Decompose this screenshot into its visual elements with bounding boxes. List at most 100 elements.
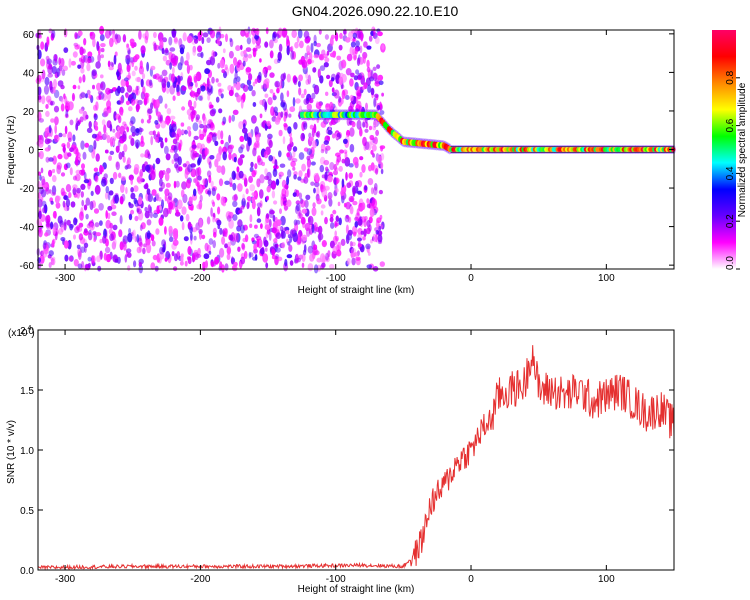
noise-blob bbox=[187, 246, 192, 255]
noise-blob bbox=[328, 198, 333, 207]
noise-blob bbox=[208, 250, 212, 255]
noise-blob bbox=[287, 169, 292, 178]
noise-blob bbox=[280, 111, 284, 118]
noise-blob bbox=[320, 204, 326, 209]
noise-blob bbox=[346, 53, 353, 62]
noise-blob bbox=[45, 104, 49, 109]
noise-blob bbox=[269, 72, 275, 78]
colorbar: 0.0 0.2 0.4 0.6 0.8 bbox=[712, 30, 740, 270]
noise-blob bbox=[133, 260, 137, 268]
noise-blob bbox=[313, 187, 316, 194]
noise-blob bbox=[59, 63, 63, 74]
noise-blob bbox=[48, 157, 54, 162]
noise-blob bbox=[269, 210, 275, 215]
noise-blob bbox=[331, 119, 334, 125]
noise-blob bbox=[378, 80, 384, 86]
noise-blob bbox=[67, 152, 72, 157]
noise-blob bbox=[171, 30, 177, 38]
noise-blob bbox=[41, 69, 46, 80]
noise-blob bbox=[336, 249, 342, 257]
noise-blob bbox=[303, 122, 308, 130]
noise-blob bbox=[176, 84, 180, 94]
noise-blob bbox=[284, 258, 288, 267]
noise-blob bbox=[273, 38, 278, 44]
noise-blob bbox=[127, 232, 133, 243]
noise-blob bbox=[135, 128, 140, 134]
spectrogram-axes: -300 -200 -100 0 100 60 40 20 0 -20 -40 -60 bbox=[20, 30, 674, 284]
noise-blob bbox=[229, 63, 235, 74]
noise-blob bbox=[333, 176, 337, 186]
noise-blob bbox=[233, 261, 238, 267]
noise-blob bbox=[323, 61, 329, 68]
spectrogram-y-tick-label: 0 bbox=[28, 146, 34, 157]
noise-blob bbox=[242, 193, 246, 202]
noise-blob bbox=[44, 232, 49, 237]
noise-blob bbox=[93, 113, 98, 121]
noise-blob bbox=[185, 213, 190, 222]
noise-blob bbox=[298, 229, 303, 238]
noise-blob bbox=[125, 100, 130, 106]
noise-blob bbox=[248, 251, 252, 259]
noise-blob bbox=[127, 265, 131, 272]
noise-blob bbox=[298, 74, 303, 82]
noise-blob bbox=[312, 67, 317, 73]
noise-blob bbox=[368, 125, 373, 131]
noise-blob bbox=[329, 216, 334, 223]
noise-blob bbox=[152, 163, 156, 171]
noise-blob bbox=[75, 156, 79, 166]
noise-blob bbox=[341, 158, 346, 164]
noise-blob bbox=[93, 140, 97, 150]
noise-blob bbox=[139, 60, 143, 70]
noise-blob bbox=[152, 212, 158, 219]
noise-blob bbox=[247, 53, 253, 59]
noise-blob bbox=[239, 154, 245, 159]
noise-blob bbox=[205, 260, 208, 269]
noise-blob bbox=[210, 207, 213, 217]
noise-blob bbox=[89, 31, 93, 37]
noise-blob bbox=[225, 33, 228, 43]
noise-blob bbox=[237, 219, 243, 228]
noise-blob bbox=[150, 262, 156, 270]
noise-blob bbox=[325, 103, 331, 111]
noise-blob bbox=[306, 159, 311, 170]
noise-blob bbox=[202, 128, 207, 137]
noise-blob bbox=[139, 169, 144, 177]
noise-blob bbox=[372, 233, 376, 243]
noise-blob bbox=[355, 212, 361, 222]
noise-blob bbox=[88, 121, 92, 129]
noise-blob bbox=[50, 200, 54, 205]
noise-blob bbox=[191, 144, 197, 149]
noise-blob bbox=[134, 163, 140, 172]
noise-blob bbox=[143, 243, 147, 248]
noise-blob bbox=[51, 66, 57, 74]
noise-blob bbox=[51, 192, 57, 196]
noise-blob bbox=[44, 147, 51, 152]
noise-blob bbox=[46, 39, 50, 48]
noise-blob bbox=[185, 179, 191, 189]
noise-blob bbox=[352, 187, 356, 197]
noise-blob bbox=[269, 89, 274, 94]
noise-blob bbox=[47, 132, 51, 137]
noise-blob bbox=[276, 219, 282, 227]
noise-blob bbox=[333, 177, 339, 185]
spectrogram-y-tick-label: 20 bbox=[23, 107, 35, 118]
noise-blob bbox=[240, 205, 245, 210]
noise-blob bbox=[169, 85, 176, 95]
noise-blob bbox=[340, 190, 345, 196]
noise-blob bbox=[83, 204, 88, 211]
noise-blob bbox=[305, 194, 311, 200]
noise-blob bbox=[251, 196, 256, 203]
noise-blob bbox=[316, 130, 321, 138]
noise-blob bbox=[172, 228, 179, 236]
noise-blob bbox=[131, 98, 136, 106]
noise-blob bbox=[329, 38, 334, 47]
noise-blob bbox=[114, 33, 118, 40]
noise-blob bbox=[236, 76, 241, 83]
noise-blob bbox=[264, 41, 269, 48]
noise-blob bbox=[304, 222, 311, 232]
noise-blob bbox=[153, 197, 157, 203]
noise-blob bbox=[136, 76, 141, 83]
noise-blob bbox=[134, 236, 138, 243]
noise-blob bbox=[326, 50, 330, 56]
noise-blob bbox=[252, 147, 257, 157]
